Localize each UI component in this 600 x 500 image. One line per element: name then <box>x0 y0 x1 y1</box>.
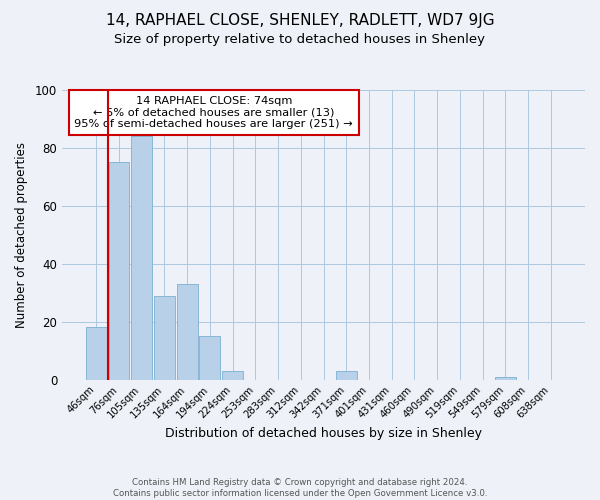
X-axis label: Distribution of detached houses by size in Shenley: Distribution of detached houses by size … <box>165 427 482 440</box>
Bar <box>222 371 243 380</box>
Text: 14, RAPHAEL CLOSE, SHENLEY, RADLETT, WD7 9JG: 14, RAPHAEL CLOSE, SHENLEY, RADLETT, WD7… <box>106 12 494 28</box>
Text: Size of property relative to detached houses in Shenley: Size of property relative to detached ho… <box>115 32 485 46</box>
Bar <box>86 328 107 380</box>
Y-axis label: Number of detached properties: Number of detached properties <box>15 142 28 328</box>
Text: Contains HM Land Registry data © Crown copyright and database right 2024.
Contai: Contains HM Land Registry data © Crown c… <box>113 478 487 498</box>
Bar <box>131 136 152 380</box>
Bar <box>336 371 357 380</box>
Bar <box>199 336 220 380</box>
Bar <box>177 284 197 380</box>
Bar <box>495 376 516 380</box>
Bar <box>109 162 130 380</box>
Bar <box>154 296 175 380</box>
Text: 14 RAPHAEL CLOSE: 74sqm
← 5% of detached houses are smaller (13)
95% of semi-det: 14 RAPHAEL CLOSE: 74sqm ← 5% of detached… <box>74 96 353 129</box>
